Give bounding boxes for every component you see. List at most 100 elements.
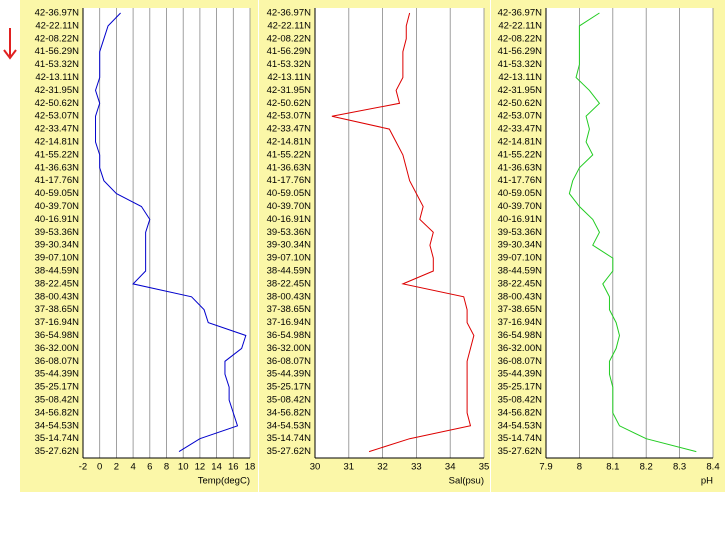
y-tick-label: 35-08.42N (498, 395, 543, 406)
y-tick-label: 34-54.53N (498, 420, 543, 431)
x-tick-label: 32 (377, 462, 388, 473)
y-tick-label: 42-31.95N (267, 85, 312, 96)
x-tick-label: 30 (310, 462, 321, 473)
y-tick-label: 35-27.62N (498, 446, 543, 457)
y-tick-label: 42-36.97N (498, 8, 543, 19)
y-tick-label: 42-50.62N (498, 98, 543, 109)
y-tick-label: 42-22.11N (267, 20, 311, 31)
y-tick-label: 38-22.45N (498, 278, 543, 289)
y-tick-label: 42-50.62N (35, 98, 80, 109)
y-tick-label: 39-53.36N (498, 227, 543, 238)
y-tick-label: 38-00.43N (267, 291, 312, 302)
y-tick-label: 41-17.76N (498, 175, 543, 186)
y-tick-label: 37-16.94N (267, 317, 312, 328)
y-tick-label: 42-36.97N (35, 8, 80, 19)
y-tick-label: 35-14.74N (498, 433, 543, 444)
x-tick-label: 4 (130, 462, 135, 473)
x-tick-label: 8.2 (640, 462, 653, 473)
y-tick-label: 40-39.70N (35, 201, 80, 212)
red-arrow (3, 28, 17, 60)
y-tick-label: 40-16.91N (267, 214, 312, 225)
y-tick-label: 36-54.98N (35, 330, 80, 341)
x-tick-label: 16 (228, 462, 239, 473)
y-tick-label: 39-07.10N (35, 253, 80, 264)
y-tick-label: 37-38.65N (35, 304, 80, 315)
y-tick-label: 42-53.07N (267, 111, 312, 122)
y-tick-label: 39-30.34N (267, 240, 312, 251)
y-tick-label: 41-55.22N (498, 149, 543, 160)
y-tick-label: 41-36.63N (35, 162, 80, 173)
y-tick-label: 37-38.65N (267, 304, 312, 315)
y-tick-label: 36-08.07N (498, 356, 543, 367)
y-tick-label: 41-55.22N (35, 149, 80, 160)
y-tick-label: 41-17.76N (267, 175, 312, 186)
y-tick-label: 41-56.29N (267, 46, 312, 57)
x-tick-label: 10 (178, 462, 189, 473)
y-tick-label: 35-25.17N (267, 382, 312, 393)
y-tick-label: 40-59.05N (267, 188, 312, 199)
y-tick-label: 41-53.32N (35, 59, 80, 70)
y-tick-label: 42-31.95N (35, 85, 80, 96)
data-line (568, 12, 697, 453)
y-tick-label: 36-08.07N (267, 356, 312, 367)
data-line (331, 12, 475, 453)
y-tick-label: 41-56.29N (498, 46, 543, 57)
x-tick-label: 8.1 (606, 462, 619, 473)
y-tick-label: 39-07.10N (498, 253, 543, 264)
y-tick-label: 42-13.11N (35, 72, 79, 83)
y-tick-label: 35-25.17N (498, 382, 543, 393)
y-tick-label: 42-53.07N (498, 111, 543, 122)
y-tick-label: 35-25.17N (35, 382, 80, 393)
y-tick-label: 40-59.05N (498, 188, 543, 199)
y-tick-label: 36-54.98N (267, 330, 312, 341)
y-tick-label: 41-55.22N (267, 149, 312, 160)
y-tick-label: 34-56.82N (267, 407, 312, 418)
y-tick-label: 42-50.62N (267, 98, 312, 109)
y-tick-label: 35-14.74N (267, 433, 312, 444)
y-tick-label: 39-53.36N (267, 227, 312, 238)
y-tick-label: 39-07.10N (267, 253, 312, 264)
y-tick-label: 35-08.42N (35, 395, 80, 406)
y-tick-label: 34-54.53N (267, 420, 312, 431)
y-tick-label: 42-33.47N (267, 124, 312, 135)
y-tick-label: 42-31.95N (498, 85, 543, 96)
y-tick-label: 36-54.98N (498, 330, 543, 341)
x-tick-label: 14 (211, 462, 222, 473)
y-tick-label: 41-17.76N (35, 175, 80, 186)
y-tick-label: 42-08.22N (267, 33, 312, 44)
y-tick-label: 35-44.39N (267, 369, 312, 380)
y-tick-label: 42-13.11N (267, 72, 311, 83)
plot-area (315, 8, 484, 458)
y-tick-label: 41-53.32N (498, 59, 543, 70)
y-tick-label: 42-08.22N (35, 33, 80, 44)
y-tick-label: 35-27.62N (35, 446, 80, 457)
y-tick-label: 41-36.63N (267, 162, 312, 173)
x-tick-label: 18 (245, 462, 256, 473)
y-tick-label: 38-44.59N (498, 266, 543, 277)
y-tick-label: 36-32.00N (498, 343, 543, 354)
y-tick-label: 38-44.59N (267, 266, 312, 277)
y-tick-label: 34-56.82N (498, 407, 543, 418)
x-tick-label: 0 (97, 462, 102, 473)
x-tick-label: -2 (79, 462, 87, 473)
y-tick-label: 35-44.39N (35, 369, 80, 380)
y-tick-label: 35-08.42N (267, 395, 312, 406)
y-tick-label: 36-32.00N (267, 343, 312, 354)
x-axis-label: pH (701, 476, 713, 487)
x-tick-label: 33 (411, 462, 422, 473)
x-axis-label: Sal(psu) (449, 476, 484, 487)
data-line (94, 12, 247, 453)
y-tick-label: 42-22.11N (35, 20, 79, 31)
y-tick-label: 40-39.70N (267, 201, 312, 212)
y-tick-label: 40-16.91N (35, 214, 80, 225)
y-tick-label: 41-36.63N (498, 162, 543, 173)
y-tick-label: 38-22.45N (267, 278, 312, 289)
y-tick-label: 39-53.36N (35, 227, 80, 238)
y-tick-label: 35-27.62N (267, 446, 312, 457)
y-tick-label: 42-14.81N (498, 137, 543, 148)
y-tick-label: 40-59.05N (35, 188, 80, 199)
y-tick-label: 42-08.22N (498, 33, 543, 44)
y-tick-label: 42-33.47N (35, 124, 80, 135)
y-tick-label: 41-53.32N (267, 59, 312, 70)
